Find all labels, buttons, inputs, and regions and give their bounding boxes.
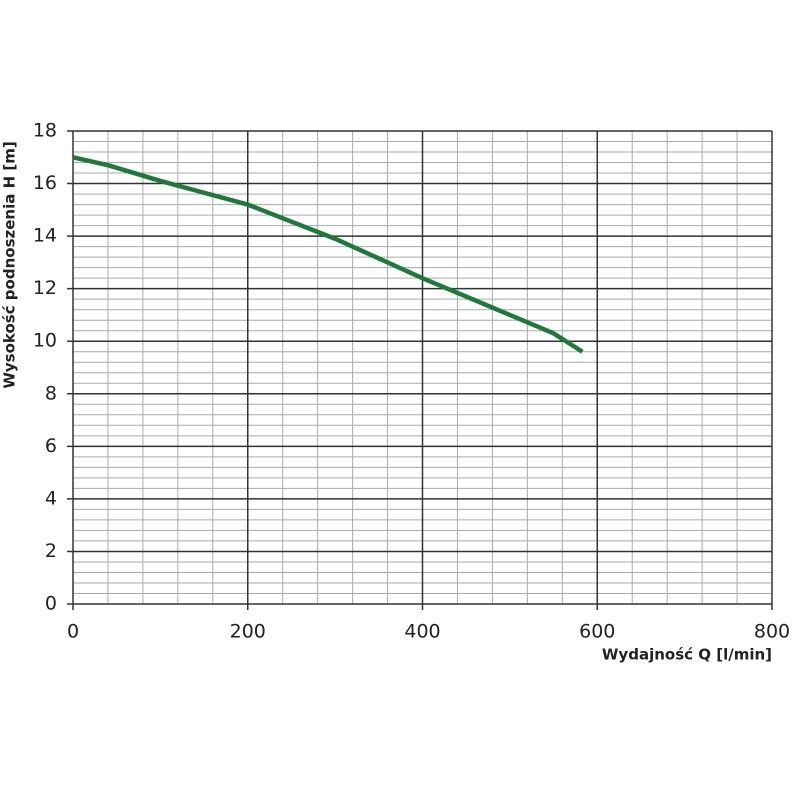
y-tick-label: 14	[33, 225, 57, 247]
y-tick-label: 8	[45, 382, 57, 404]
y-tick-label: 2	[45, 540, 57, 562]
y-tick-label: 12	[33, 277, 57, 299]
x-tick-label: 0	[67, 621, 79, 643]
x-axis-title: Wydajność Q [l/min]	[602, 646, 772, 664]
y-tick-label: 4	[45, 487, 57, 509]
x-tick-label: 600	[579, 621, 615, 643]
x-tick-label: 400	[404, 621, 440, 643]
x-tick-label: 200	[230, 621, 266, 643]
x-tick-label: 800	[754, 621, 790, 643]
y-tick-label: 0	[45, 593, 57, 615]
curve	[72, 155, 584, 354]
y-tick-label: 18	[33, 120, 57, 142]
y-axis-title: Wysokość podnoszenia H [m]	[1, 141, 19, 388]
y-tick-label: 6	[45, 435, 57, 457]
y-tick-label: 10	[33, 330, 57, 352]
y-tick-label: 16	[33, 172, 57, 194]
